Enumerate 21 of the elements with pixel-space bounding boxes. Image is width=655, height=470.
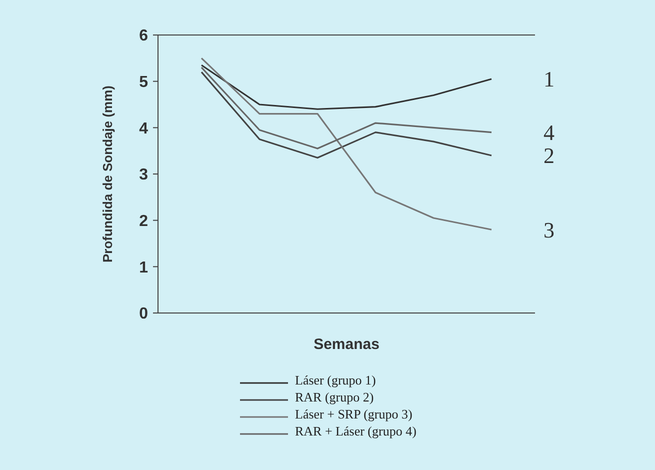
y-axis-title: Profundida de Sondaje (mm): [100, 86, 115, 262]
y-tick-label: 4: [139, 120, 148, 138]
y-tick-label: 2: [139, 212, 148, 230]
line-series: [200, 71, 492, 159]
x-axis-title: Semanas: [314, 336, 380, 353]
y-tick-label: 1: [139, 259, 148, 276]
text: 4: [544, 120, 554, 145]
legend-label: Láser (grupo 1): [295, 372, 376, 388]
text: 3: [544, 217, 554, 242]
y-tick-label: 6: [139, 28, 148, 45]
y-tick-label: 5: [139, 74, 148, 91]
line-series: [200, 64, 492, 110]
text: 1: [544, 66, 554, 92]
line-series: [200, 57, 492, 230]
legend-label: Láser + SRP (grupo 3): [295, 406, 412, 422]
y-tick-label: 0: [139, 306, 148, 323]
line-series: [200, 66, 492, 150]
y-tick-label: 3: [139, 166, 148, 184]
legend-label: RAR (grupo 2): [295, 390, 374, 405]
legend-label: RAR + Láser (grupo 4): [295, 424, 416, 439]
text: 2: [544, 143, 554, 168]
